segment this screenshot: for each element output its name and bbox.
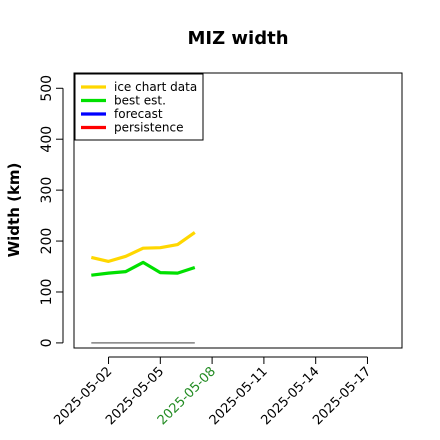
legend-label: ice chart data	[114, 80, 197, 94]
chart-title: MIZ width	[187, 28, 288, 49]
y-axis-label: Width (km)	[5, 163, 23, 258]
plot-area	[73, 72, 403, 349]
legend-label: best est.	[114, 94, 166, 108]
x-axis: 2025-05-022025-05-052025-05-082025-05-11…	[51, 356, 374, 428]
series-line	[91, 260, 196, 277]
legend-label: persistence	[114, 121, 183, 135]
y-tick-label: 400	[39, 126, 55, 153]
series-line	[90, 231, 196, 263]
y-tick-label: 500	[39, 75, 55, 102]
legend-box	[74, 73, 204, 141]
y-tick-label: 200	[39, 228, 55, 255]
y-axis: 0 100 200 300 400 500	[39, 75, 64, 347]
legend-label: forecast	[114, 107, 163, 121]
y-tick-label: 100	[39, 279, 55, 306]
y-tick-label: 0	[39, 338, 55, 347]
series-layer	[90, 231, 196, 344]
y-tick-label: 300	[39, 177, 55, 204]
